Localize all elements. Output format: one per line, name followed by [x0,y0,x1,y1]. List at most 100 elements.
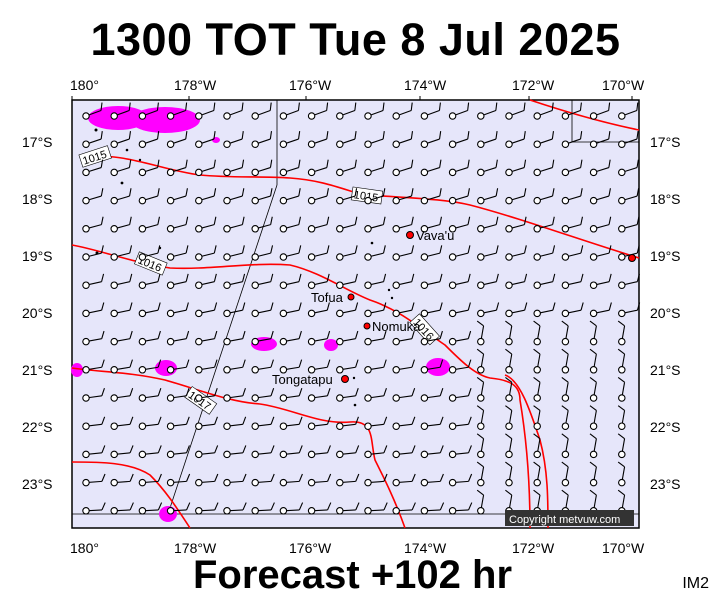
wind-barb-feather [241,102,244,111]
wind-barb-station [533,281,541,289]
wind-barb-station [307,225,316,233]
lat-tick-left: 23°S [22,476,53,492]
wind-barb-feather [467,416,472,425]
wind-barb-feather [242,302,246,311]
wind-barb-feather [523,131,526,140]
wind-barb-feather [186,473,191,482]
wind-barb-feather [129,188,132,197]
wind-barb-feather [129,502,134,511]
wind-barb-station [589,394,598,402]
isobar-lines [71,99,640,529]
wind-barb-station [307,337,316,346]
wind-barb-feather [270,445,275,454]
wind-barb-station [307,168,316,177]
wind-barb-feather [129,245,133,254]
wind-barb-station [533,366,541,374]
wind-barb-feather [241,188,245,197]
wind-barb-feather [383,302,387,311]
wind-barb-feather [213,273,217,282]
wind-barb-feather [157,216,161,225]
wind-barb-station [561,450,570,459]
wind-barb-station [336,168,344,177]
wind-barb-feather [214,330,218,339]
lon-tick-top: 174°W [404,77,447,93]
wind-barb-feather [101,416,106,425]
wind-barb-station [533,309,541,318]
lon-tick-top: 170°W [602,77,645,93]
wind-barb-station [110,422,118,430]
lon-tick-bottom: 170°W [602,540,645,556]
wind-barb-feather [411,188,414,197]
wind-barb-station [589,168,598,177]
wind-barb-station [336,112,344,120]
wind-barb-station [82,478,90,487]
wind-barb-station [279,337,288,346]
wind-barb-feather [326,102,329,111]
copyright-text: Copyright metvuw.com [509,514,620,526]
wind-barb-station [448,478,457,487]
wind-barb-feather [523,188,527,197]
wind-barb-feather [439,216,443,225]
wind-barb-feather [439,131,442,140]
wind-barb-feather [589,461,597,468]
wind-barb-feather [505,348,513,355]
image-code: IM2 [682,575,709,592]
wind-barb-feather [213,245,217,254]
wind-barb-feather [157,416,162,425]
wind-barb-station [110,478,118,487]
wind-barb-feather [383,473,388,482]
wind-barb-feather [354,216,358,225]
wind-barb-feather [439,388,444,396]
wind-barb-feather [439,359,444,368]
wind-barb-station [279,168,288,177]
wind-barb-feather [505,489,513,496]
wind-barb-station [392,507,400,515]
wind-barb-feather [533,320,541,327]
wind-barb-station [307,450,316,459]
wind-barb-feather [185,159,188,168]
wind-barb-feather [579,102,582,111]
wind-barb-station [110,225,118,233]
wind-barb-station [110,337,118,346]
wind-barb-feather [185,388,190,396]
wind-barb-feather [242,330,246,339]
wind-barb-feather [242,273,246,282]
wind-barb-station [618,337,626,346]
wind-barb-station [223,168,231,177]
wind-barb-feather [298,273,302,282]
wind-barb-feather [186,445,190,454]
wind-barb-station [82,140,90,148]
wind-barb-feather [297,102,300,111]
wind-barb-station [364,507,372,515]
wind-barb-feather [298,502,304,511]
wind-barb-feather [589,489,597,496]
wind-barb-station [364,196,372,205]
wind-barb-feather [298,416,303,425]
wind-barb-station [364,394,372,402]
wind-barb-station [138,309,147,318]
wind-barb-station [533,394,541,402]
wind-barb-station [307,507,316,515]
wind-barb-station [448,394,457,402]
wind-barb-station [618,450,626,459]
wind-barb-station [505,253,513,261]
wind-barb-station [166,253,175,261]
wind-barb-station [364,140,372,148]
place-label-nomuka: Nomuka [372,319,421,334]
lon-tick-top: 176°W [289,77,332,93]
wind-barb-station [279,253,288,261]
wind-barb-station [420,478,429,487]
wind-barb-feather [580,216,584,225]
wind-barb-station [138,168,147,177]
wind-barb-station [477,366,485,374]
wind-barb-feather [383,388,387,396]
wind-barb-station [166,507,175,515]
wind-barb-feather [157,159,160,168]
wind-barb-feather [439,416,444,425]
wind-barb-feather [476,405,484,411]
wind-barb-feather [185,131,188,140]
wind-barb-feather [617,461,625,468]
wind-barb-feather [467,188,470,197]
wind-barb-station [336,366,344,374]
wind-barb-feather [326,273,330,282]
